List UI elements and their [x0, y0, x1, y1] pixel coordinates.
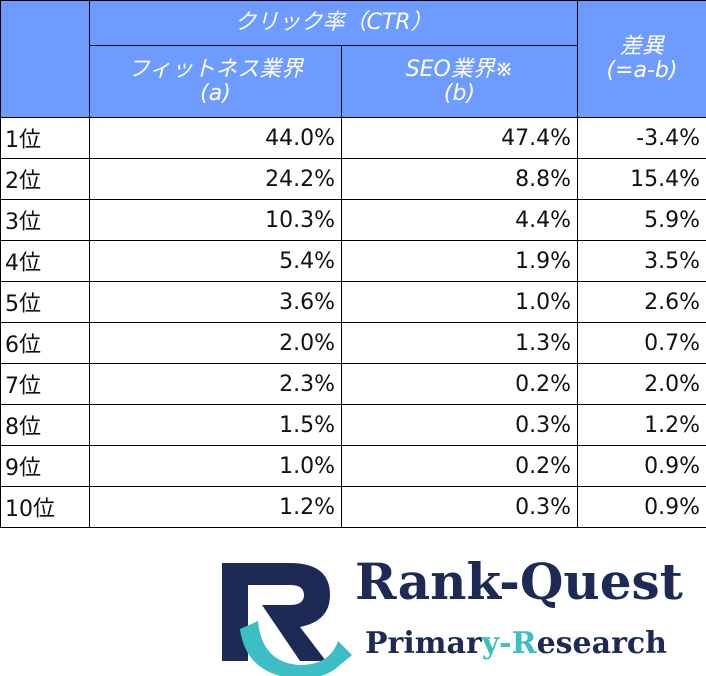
table-body: 1位 44.0% 47.4% -3.4% 2位 24.2% 8.8% 15.4% 3位 10.3%…: [0, 117, 706, 528]
tagline-part: Primar: [365, 626, 483, 661]
rank-cell: 8位: [0, 404, 90, 446]
header-sub: (b): [443, 80, 476, 106]
value-cell: 1.0%: [89, 445, 342, 487]
value-cell: 4.4%: [341, 199, 578, 241]
value-cell: 1.2%: [577, 404, 706, 446]
value-cell: 2.0%: [89, 322, 342, 364]
column-header: フィットネス業界 (a): [89, 45, 342, 118]
value-cell: 44.0%: [89, 117, 342, 159]
value-cell: 0.3%: [341, 404, 578, 446]
value-cell: 1.5%: [89, 404, 342, 446]
value-cell: 24.2%: [89, 158, 342, 200]
column-header: 差異 (=a-b): [577, 0, 706, 118]
value-cell: 2.3%: [89, 363, 342, 405]
value-cell: 0.9%: [577, 445, 706, 487]
table-row: 1位 44.0% 47.4% -3.4%: [0, 117, 706, 159]
tagline-part: y-R: [481, 626, 538, 661]
logo-name: Rank-Quest: [355, 552, 683, 611]
corner-cell: [0, 0, 90, 118]
rank-cell: 3位: [0, 199, 90, 241]
value-cell: 3.6%: [89, 281, 342, 323]
value-cell: 47.4%: [341, 117, 578, 159]
value-cell: 0.2%: [341, 363, 578, 405]
header-sub: (a): [200, 80, 231, 106]
group-header: クリック率（CTR）: [89, 0, 578, 46]
header-name: SEO業界※: [405, 56, 514, 82]
value-cell: 2.6%: [577, 281, 706, 323]
table-row: 10位 1.2% 0.3% 0.9%: [0, 486, 706, 528]
column-header: SEO業界※ (b): [341, 45, 578, 118]
logo-icon: [222, 563, 352, 676]
value-cell: 0.7%: [577, 322, 706, 364]
rank-cell: 10位: [0, 486, 90, 528]
ctr-table: クリック率（CTR） 差異 (=a-b) フィットネス業界 (a) SEO業界※ (b…: [0, 0, 706, 528]
rank-cell: 9位: [0, 445, 90, 487]
value-cell: 1.0%: [341, 281, 578, 323]
rank-cell: 7位: [0, 363, 90, 405]
value-cell: 5.9%: [577, 199, 706, 241]
table-row: 6位 2.0% 1.3% 0.7%: [0, 322, 706, 364]
value-cell: 5.4%: [89, 240, 342, 282]
value-cell: 1.3%: [341, 322, 578, 364]
header-name: 差異: [619, 34, 664, 59]
header-sub: (=a-b): [606, 58, 678, 83]
value-cell: 10.3%: [89, 199, 342, 241]
value-cell: 1.9%: [341, 240, 578, 282]
table-row: 7位 2.3% 0.2% 2.0%: [0, 363, 706, 405]
rank-cell: 4位: [0, 240, 90, 282]
table-row: 3位 10.3% 4.4% 5.9%: [0, 199, 706, 241]
table-row: 9位 1.0% 0.2% 0.9%: [0, 445, 706, 487]
table-row: 5位 3.6% 1.0% 2.6%: [0, 281, 706, 323]
rank-cell: 2位: [0, 158, 90, 200]
value-cell: 0.9%: [577, 486, 706, 528]
logo: Rank-Quest Primary-Research: [222, 552, 683, 676]
tagline-part: esearch: [537, 626, 668, 661]
table-row: 2位 24.2% 8.8% 15.4%: [0, 158, 706, 200]
value-cell: 8.8%: [341, 158, 578, 200]
table-row: 4位 5.4% 1.9% 3.5%: [0, 240, 706, 282]
rank-cell: 6位: [0, 322, 90, 364]
rank-cell: 1位: [0, 117, 90, 159]
value-cell: 2.0%: [577, 363, 706, 405]
value-cell: 1.2%: [89, 486, 342, 528]
logo-tagline: Primary-Research: [365, 626, 667, 661]
header-name: フィットネス業界: [127, 56, 304, 82]
table-row: 8位 1.5% 0.3% 1.2%: [0, 404, 706, 446]
value-cell: 3.5%: [577, 240, 706, 282]
value-cell: 0.2%: [341, 445, 578, 487]
rank-cell: 5位: [0, 281, 90, 323]
value-cell: 15.4%: [577, 158, 706, 200]
value-cell: 0.3%: [341, 486, 578, 528]
value-cell: -3.4%: [577, 117, 706, 159]
